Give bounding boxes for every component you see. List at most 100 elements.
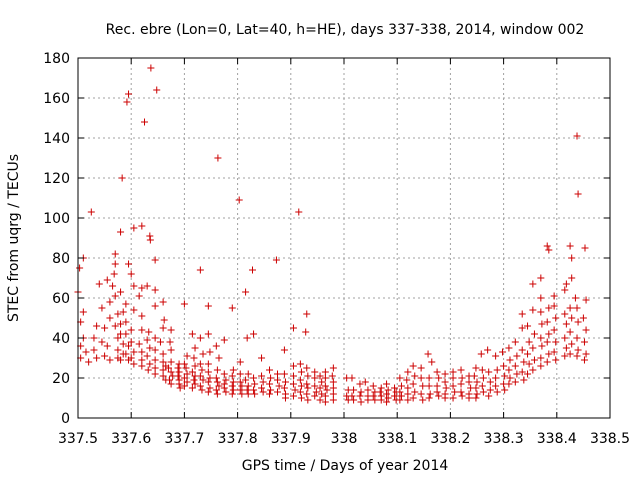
- data-point: [259, 388, 267, 396]
- data-point: [470, 372, 478, 380]
- data-point: [361, 378, 369, 386]
- data-point: [127, 354, 135, 362]
- data-point: [384, 394, 392, 402]
- data-point: [130, 360, 138, 368]
- data-point: [98, 338, 106, 346]
- data-point: [356, 392, 364, 400]
- data-point: [212, 374, 220, 382]
- data-point: [580, 356, 588, 364]
- data-point: [109, 282, 117, 290]
- data-point: [384, 386, 392, 394]
- data-point: [151, 364, 159, 372]
- data-point: [428, 358, 436, 366]
- data-point: [538, 320, 546, 328]
- data-point: [530, 330, 538, 338]
- data-point: [235, 196, 243, 204]
- data-point: [391, 392, 399, 400]
- data-point: [472, 384, 480, 392]
- data-point: [574, 190, 582, 198]
- data-point: [321, 368, 329, 376]
- data-point: [156, 338, 164, 346]
- data-point: [520, 358, 528, 366]
- data-point: [505, 380, 513, 388]
- data-point: [196, 266, 204, 274]
- data-point: [196, 334, 204, 342]
- data-point: [511, 338, 519, 346]
- data-point: [180, 300, 188, 308]
- data-point: [123, 98, 131, 106]
- data-point: [550, 292, 558, 300]
- data-point: [568, 254, 576, 262]
- data-point: [486, 386, 494, 394]
- data-point: [505, 366, 513, 374]
- data-point: [433, 368, 441, 376]
- data-point: [228, 382, 236, 390]
- x-tick-label: 337.6: [111, 431, 151, 447]
- data-point: [296, 360, 304, 368]
- data-point: [419, 382, 427, 390]
- data-point: [206, 348, 214, 356]
- data-point: [236, 378, 244, 386]
- data-point: [417, 374, 425, 382]
- data-point: [191, 380, 199, 388]
- data-point: [506, 374, 514, 382]
- data-point: [147, 64, 155, 72]
- data-point: [537, 354, 545, 362]
- data-point: [550, 302, 558, 310]
- data-point: [111, 260, 119, 268]
- data-point: [397, 392, 405, 400]
- data-point: [135, 340, 143, 348]
- data-point: [302, 328, 310, 336]
- data-point: [484, 346, 492, 354]
- data-point: [204, 378, 212, 386]
- data-point: [311, 382, 319, 390]
- data-point: [267, 374, 275, 382]
- data-point: [403, 376, 411, 384]
- data-point: [545, 304, 553, 312]
- data-point: [238, 382, 246, 390]
- data-point: [188, 384, 196, 392]
- data-point: [222, 388, 230, 396]
- data-point: [568, 340, 576, 348]
- data-point: [493, 366, 501, 374]
- data-point: [175, 368, 183, 376]
- data-point: [478, 366, 486, 374]
- data-point: [159, 358, 167, 366]
- data-point: [383, 380, 391, 388]
- data-point: [433, 388, 441, 396]
- data-point: [573, 132, 581, 140]
- data-point: [243, 334, 251, 342]
- data-point: [479, 388, 487, 396]
- data-point: [87, 208, 95, 216]
- data-point: [222, 376, 230, 384]
- data-point: [204, 368, 212, 376]
- data-point: [425, 382, 433, 390]
- data-point: [82, 348, 90, 356]
- data-point: [214, 154, 222, 162]
- data-point: [196, 372, 204, 380]
- data-point: [204, 302, 212, 310]
- data-point: [396, 396, 404, 404]
- data-point: [318, 378, 326, 386]
- data-point: [251, 390, 259, 398]
- data-point: [243, 386, 251, 394]
- data-point: [213, 366, 221, 374]
- x-tick-label: 338: [331, 431, 358, 447]
- data-point: [236, 370, 244, 378]
- x-tick-label: 337.8: [218, 431, 258, 447]
- data-point: [357, 388, 365, 396]
- data-point: [280, 384, 288, 392]
- data-point: [138, 326, 146, 334]
- data-point: [396, 374, 404, 382]
- data-point: [274, 388, 281, 396]
- data-point: [377, 396, 385, 404]
- data-point: [457, 366, 465, 374]
- data-point: [543, 338, 551, 346]
- data-point: [500, 362, 508, 370]
- data-point: [524, 370, 532, 378]
- data-point: [146, 360, 154, 368]
- data-point: [356, 380, 364, 388]
- data-point: [435, 374, 443, 382]
- data-point: [101, 324, 109, 332]
- data-point: [550, 348, 558, 356]
